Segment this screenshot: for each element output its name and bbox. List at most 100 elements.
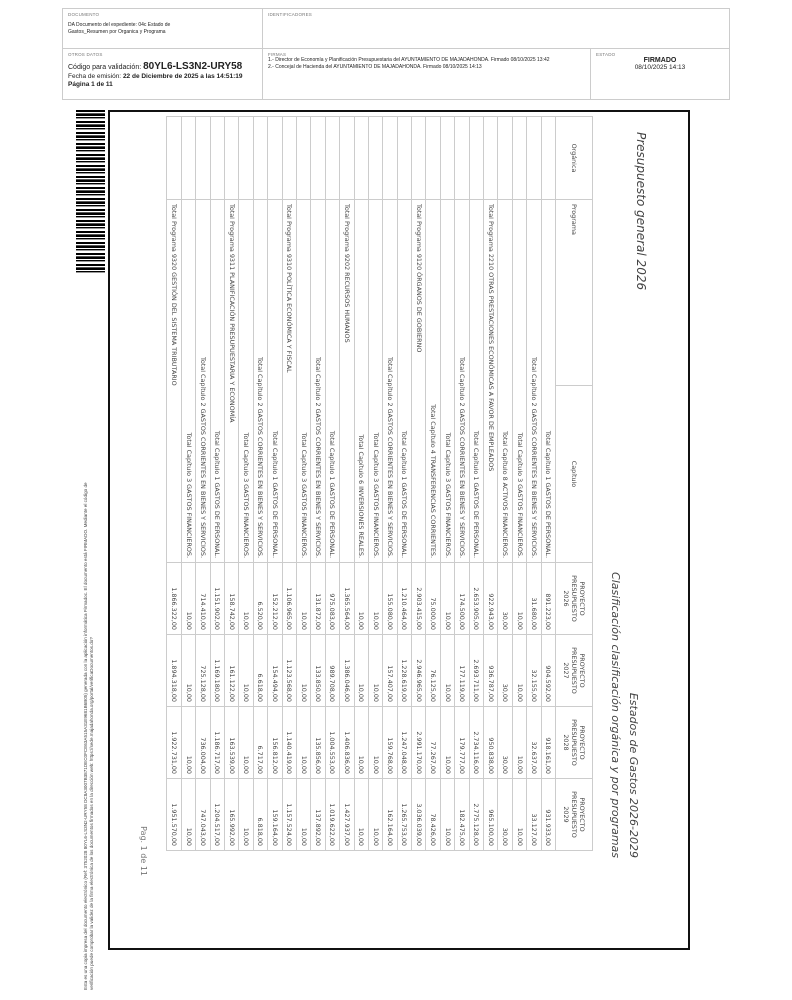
value-2027: 32.155,00: [526, 634, 542, 707]
value-2026: 1.866.322,00: [166, 562, 182, 635]
value-2026: 2.903.415,00: [411, 562, 426, 635]
capitulo-total-row: Total Capítulo 3 GASTOS FINANCIEROS. 10,0…: [512, 116, 527, 851]
capitulo-total-row: Total Capítulo 2 GASTOS CORRIENTES EN BI…: [526, 116, 542, 851]
row-label: Total Capítulo 1 GASTOS DE PERSONAL.: [267, 199, 283, 563]
value-2028: 736.004,00: [195, 706, 211, 779]
report-subheading: Clasificación clasificación orgánica y p…: [609, 572, 622, 858]
capitulo-total-row: Total Capítulo 4 TRANSFERENCIAS CORRIENT…: [425, 116, 441, 851]
value-2027: 10,00: [238, 634, 254, 707]
value-2027: 2.693.711,00: [469, 634, 484, 707]
firmas-cell: FIRMAS 1.- Director de Economía y Planif…: [263, 49, 591, 99]
col-2028: PROYECTO PRESUPUESTO 2028: [555, 706, 593, 779]
value-2027: 10,00: [368, 634, 383, 707]
row-label: Total Capítulo 1 GASTOS DE PERSONAL.: [469, 199, 484, 563]
value-2027: 2.946.965,00: [411, 634, 426, 707]
organica-cell: [497, 116, 513, 200]
value-2028: 179.777,00: [454, 706, 470, 779]
value-2029: 10,00: [512, 778, 527, 851]
validation-code-line: Código para validación: 80YL6-LS3N2-URY5…: [68, 61, 257, 72]
value-2026: 131.872,00: [310, 562, 326, 635]
value-2028: 10,00: [512, 706, 527, 779]
value-2026: 10,00: [354, 562, 369, 635]
col-2029: PROYECTO PRESUPUESTO 2029: [555, 778, 593, 851]
value-2027: 936.787,00: [483, 634, 498, 707]
organica-cell: [354, 116, 369, 200]
value-2028: 1.922.731,00: [166, 706, 182, 779]
value-2029: 1.019.622,00: [325, 778, 340, 851]
capitulo-total-row: Total Capítulo 2 GASTOS CORRIENTES EN BI…: [310, 116, 326, 851]
value-2028: 77.267,00: [425, 706, 441, 779]
value-2028: 1.004.553,00: [325, 706, 340, 779]
capitulo-total-row: Total Capítulo 2 GASTOS CORRIENTES EN BI…: [382, 116, 398, 851]
side-text-line-2: verificación puede comprobar la validez …: [89, 637, 94, 990]
value-2026: 152.212,00: [267, 562, 283, 635]
table-header-row: Orgánica Programa Capítulo PROYECTO PRES…: [555, 116, 593, 851]
budget-table: Orgánica Programa Capítulo PROYECTO PRES…: [166, 116, 593, 851]
capitulo-total-row: Total Capítulo 8 ACTIVOS FINANCIEROS. 30,…: [497, 116, 513, 851]
capitulo-total-row: Total Capítulo 1 GASTOS DE PERSONAL. 1.21…: [397, 116, 412, 851]
value-2026: 714.410,00: [195, 562, 211, 635]
value-2027: 76.125,00: [425, 634, 441, 707]
value-2029: 159.164,00: [267, 778, 283, 851]
value-2028: 2.991.170,00: [411, 706, 426, 779]
capitulo-total-row: Total Capítulo 3 GASTOS FINANCIEROS. 10,0…: [296, 116, 311, 851]
value-2028: 1.186.717,00: [210, 706, 225, 779]
organica-cell: [512, 116, 527, 200]
validation-code: 80YL6-LS3N2-URY58: [143, 61, 243, 72]
value-2028: 10,00: [368, 706, 383, 779]
value-2027: 1.123.568,00: [282, 634, 297, 707]
organica-cell: [310, 116, 326, 200]
value-2027: 1.386.046,00: [339, 634, 355, 707]
organica-cell: [166, 116, 182, 200]
value-2026: 891.223,00: [541, 562, 556, 635]
programa-total-row: Total Programa 9202 RECURSOS HUMANOS 1.36…: [339, 116, 355, 851]
value-2029: 162.164,00: [382, 778, 398, 851]
row-label: Total Programa 9202 RECURSOS HUMANOS: [339, 199, 355, 563]
verification-side-text: Esta es una copia impresa del documento …: [83, 300, 95, 990]
row-label: Total Capítulo 3 GASTOS FINANCIEROS.: [512, 199, 527, 563]
programa-total-row: Total Programa 9310 POLÍTICA ECONÓMICA Y…: [282, 116, 297, 851]
issue-date-line: Fecha de emisión: 22 de Diciembre de 202…: [68, 73, 257, 80]
value-2026: 174.500,00: [454, 562, 470, 635]
value-2029: 1.951.570,00: [166, 778, 182, 851]
organica-cell: [425, 116, 441, 200]
value-2027: 161.122,00: [224, 634, 239, 707]
organica-cell: [411, 116, 426, 200]
value-2026: 30,00: [497, 562, 513, 635]
row-label: Total Capítulo 3 GASTOS FINANCIEROS.: [181, 199, 196, 563]
value-2028: 159.768,00: [382, 706, 398, 779]
report-heading: Estados de Gastos 2026-2029: [627, 692, 640, 858]
row-label: Total Capítulo 2 GASTOS CORRIENTES EN BI…: [195, 199, 211, 563]
row-label: Total Capítulo 2 GASTOS CORRIENTES EN BI…: [253, 199, 268, 563]
organica-cell: [282, 116, 297, 200]
fecha-prefix: Fecha de emisión:: [68, 73, 122, 80]
row-label: Total Programa 9310 POLÍTICA ECONÓMICA Y…: [282, 199, 297, 563]
row-label: Total Capítulo 2 GASTOS CORRIENTES EN BI…: [382, 199, 398, 563]
organica-cell: [483, 116, 498, 200]
value-2026: 10,00: [368, 562, 383, 635]
col-2026: PROYECTO PRESUPUESTO 2026: [555, 562, 593, 635]
value-2029: 30,00: [497, 778, 513, 851]
value-2029: 1.427.937,00: [339, 778, 355, 851]
rotated-report-page: Presupuesto general 2026 Estados de Gast…: [108, 110, 690, 950]
value-2026: 922.943,00: [483, 562, 498, 635]
value-2027: 1.894.318,00: [166, 634, 182, 707]
value-2029: 1.265.753,00: [397, 778, 412, 851]
value-2029: 33.127,00: [526, 778, 542, 851]
row-label: Total Programa 9311 PLANIFICACIÓN PRESUP…: [224, 199, 239, 563]
organica-cell: [382, 116, 398, 200]
row-label: Total Capítulo 2 GASTOS CORRIENTES EN BI…: [310, 199, 326, 563]
value-2028: 1.140.419,00: [282, 706, 297, 779]
row-label: Total Capítulo 3 GASTOS FINANCIEROS.: [440, 199, 455, 563]
row-label: Total Capítulo 1 GASTOS DE PERSONAL.: [397, 199, 412, 563]
value-2029: 931.933,00: [541, 778, 556, 851]
capitulo-total-row: Total Capítulo 2 GASTOS CORRIENTES EN BI…: [195, 116, 211, 851]
value-2026: 2.653.905,00: [469, 562, 484, 635]
organica-cell: [195, 116, 211, 200]
issue-date: 22 de Diciembre de 2025 a las 14:51:19: [122, 73, 243, 80]
value-2026: 6.520,00: [253, 562, 268, 635]
value-2028: 2.734.116,00: [469, 706, 484, 779]
value-2026: 158.742,00: [224, 562, 239, 635]
organica-cell: [224, 116, 239, 200]
capitulo-total-row: Total Capítulo 1 GASTOS DE PERSONAL. 152.…: [267, 116, 283, 851]
